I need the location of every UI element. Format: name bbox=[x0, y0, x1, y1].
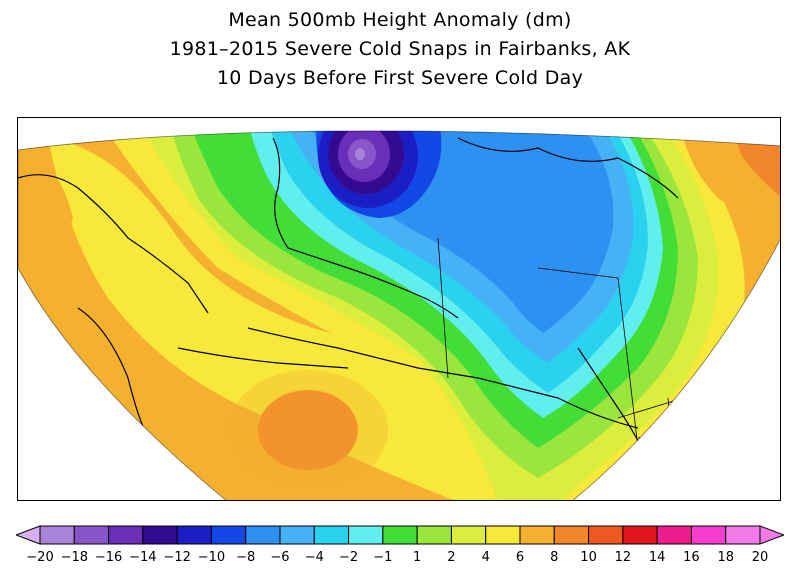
colorbar-tick-label: 16 bbox=[683, 550, 700, 565]
colorbar-swatch bbox=[416, 525, 452, 545]
colorbar-swatch bbox=[485, 525, 521, 545]
field-10-low-pacific bbox=[258, 390, 358, 470]
coastline-chukotka bbox=[18, 174, 209, 314]
coastline-canada-arctic bbox=[457, 137, 679, 199]
colorbar-swatch bbox=[656, 525, 692, 545]
colorbar-swatch bbox=[245, 525, 281, 545]
colorbar-swatch bbox=[39, 525, 75, 545]
colorbar-tick-label: −16 bbox=[95, 550, 122, 565]
colorbar-tick-label: −12 bbox=[163, 550, 190, 565]
colorbar-swatch bbox=[725, 525, 761, 545]
colorbar-tick-label: 12 bbox=[615, 550, 632, 565]
field-6-west bbox=[48, 138, 488, 500]
title-line-2: 1981–2015 Severe Cold Snaps in Fairbanks… bbox=[169, 38, 631, 60]
colorbar-svg: −20 −18 −16 −14 −12 −10 −8 −6 −4 −2 −1 1 2 4 6 8 10 12 14 1… bbox=[14, 525, 786, 565]
colorbar-swatch bbox=[279, 525, 315, 545]
colorbar-tick-label: 14 bbox=[649, 550, 666, 565]
colorbar-tick-label: 6 bbox=[516, 550, 524, 565]
anomaly-map bbox=[18, 130, 780, 500]
field-12-east bbox=[763, 130, 780, 148]
colorbar-tick-label: 18 bbox=[717, 550, 734, 565]
colorbar-swatch bbox=[176, 525, 212, 545]
colorbar-tick-label: −2 bbox=[339, 550, 358, 565]
colorbar-swatch bbox=[108, 525, 144, 545]
colorbar-swatch bbox=[348, 525, 384, 545]
title-block: Mean 500mb Height Anomaly (dm) 1981–2015… bbox=[0, 6, 800, 93]
border-us-states-2 bbox=[667, 397, 679, 499]
colorbar-tick-label: 8 bbox=[550, 550, 558, 565]
map-frame bbox=[17, 117, 781, 501]
colorbar-swatch bbox=[450, 525, 487, 545]
colorbar-tick-label: 4 bbox=[482, 550, 490, 565]
colorbar-tick-label: 1 bbox=[413, 550, 421, 565]
aleutian-chain bbox=[177, 347, 349, 369]
title-line-3: 10 Days Before First Severe Cold Day bbox=[216, 67, 584, 89]
colorbar-tick-label: −4 bbox=[305, 550, 324, 565]
map-domain-outline bbox=[18, 130, 780, 500]
colorbar-swatch bbox=[519, 525, 555, 545]
colorbar-tick-label: −6 bbox=[270, 550, 289, 565]
colorbar-low-arrow bbox=[14, 525, 41, 545]
colorbar-tick-label: 20 bbox=[752, 550, 769, 565]
field-8-west-edge bbox=[18, 148, 73, 268]
coastline-kamchatka bbox=[77, 307, 149, 439]
colorbar-swatch bbox=[142, 525, 178, 545]
colorbar-tick-label: −1 bbox=[373, 550, 392, 565]
coastline-alaska-west bbox=[272, 137, 459, 319]
colorbar: −20 −18 −16 −14 −12 −10 −8 −6 −4 −2 −1 1 2 4 6 8 10 12 14 1… bbox=[14, 522, 786, 566]
field-8-aleutian bbox=[228, 370, 388, 490]
colorbar-swatch bbox=[210, 525, 247, 545]
colorbar-swatch bbox=[382, 525, 418, 545]
title-line-1: Mean 500mb Height Anomaly (dm) bbox=[228, 9, 572, 31]
border-us-states-3 bbox=[717, 377, 724, 479]
border-canada-provinces-2 bbox=[617, 277, 639, 449]
colorbar-swatch bbox=[553, 525, 590, 545]
field-neg18-core bbox=[355, 148, 365, 160]
colorbar-tick-label: −18 bbox=[61, 550, 88, 565]
colorbar-high-arrow bbox=[759, 525, 786, 545]
colorbar-tick-label: 2 bbox=[447, 550, 455, 565]
colorbar-tick-label: −14 bbox=[129, 550, 156, 565]
colorbar-swatch bbox=[313, 525, 350, 545]
colorbar-tick-label: −8 bbox=[236, 550, 255, 565]
colorbar-swatch bbox=[588, 525, 624, 545]
colorbar-tick-label: −20 bbox=[26, 550, 53, 565]
colorbar-swatch bbox=[690, 525, 727, 545]
border-canada-provinces-1 bbox=[537, 267, 619, 279]
colorbar-tick-label: 10 bbox=[580, 550, 597, 565]
border-alaska-canada bbox=[437, 237, 449, 379]
anomaly-field bbox=[18, 130, 780, 500]
colorbar-swatch bbox=[73, 525, 110, 545]
colorbar-tick-label: −10 bbox=[198, 550, 225, 565]
colorbar-swatch bbox=[622, 525, 658, 545]
